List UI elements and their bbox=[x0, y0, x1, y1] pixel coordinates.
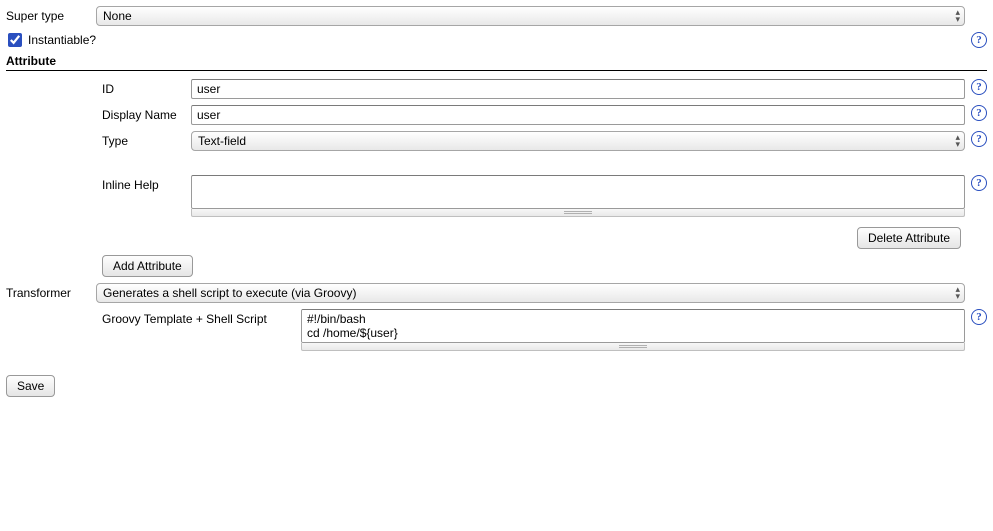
instantiable-label: Instantiable? bbox=[28, 33, 96, 47]
super-type-select[interactable]: None bbox=[96, 6, 965, 26]
attr-id-label: ID bbox=[6, 79, 191, 96]
instantiable-row: Instantiable? ? bbox=[6, 32, 987, 48]
instantiable-checkbox[interactable] bbox=[8, 33, 22, 47]
save-row: Save bbox=[6, 375, 987, 397]
save-button[interactable]: Save bbox=[6, 375, 55, 397]
attr-inlinehelp-row: Inline Help ? bbox=[6, 175, 987, 217]
transformer-select[interactable]: Generates a shell script to execute (via… bbox=[96, 283, 965, 303]
super-type-row: Super type None ▴▾ bbox=[6, 6, 987, 26]
attr-displayname-input[interactable] bbox=[191, 105, 965, 125]
attr-type-select-wrap: Text-field ▴▾ bbox=[191, 131, 965, 151]
super-type-label: Super type bbox=[6, 6, 96, 23]
attr-id-row: ID ? bbox=[6, 79, 987, 99]
add-attr-row: Add Attribute bbox=[6, 255, 987, 277]
help-icon[interactable]: ? bbox=[971, 309, 987, 325]
help-icon[interactable]: ? bbox=[971, 32, 987, 48]
script-textarea[interactable] bbox=[301, 309, 965, 343]
attr-type-select[interactable]: Text-field bbox=[191, 131, 965, 151]
help-icon[interactable]: ? bbox=[971, 79, 987, 95]
resize-handle[interactable] bbox=[301, 343, 965, 351]
script-label: Groovy Template + Shell Script bbox=[6, 309, 301, 326]
super-type-select-wrap: None ▴▾ bbox=[96, 6, 965, 26]
attr-displayname-label: Display Name bbox=[6, 105, 191, 122]
delete-attribute-button[interactable]: Delete Attribute bbox=[857, 227, 961, 249]
attr-type-label: Type bbox=[6, 131, 191, 148]
attr-type-row: Type Text-field ▴▾ ? bbox=[6, 131, 987, 151]
transformer-row: Transformer Generates a shell script to … bbox=[6, 283, 987, 303]
attribute-section-header: Attribute bbox=[6, 54, 987, 71]
add-attribute-button[interactable]: Add Attribute bbox=[102, 255, 193, 277]
attr-inlinehelp-textarea[interactable] bbox=[191, 175, 965, 209]
transformer-select-wrap: Generates a shell script to execute (via… bbox=[96, 283, 965, 303]
script-row: Groovy Template + Shell Script ? bbox=[6, 309, 987, 351]
attr-id-input[interactable] bbox=[191, 79, 965, 99]
help-icon[interactable]: ? bbox=[971, 105, 987, 121]
transformer-label: Transformer bbox=[6, 283, 96, 300]
resize-handle[interactable] bbox=[191, 209, 965, 217]
attr-displayname-row: Display Name ? bbox=[6, 105, 987, 125]
attr-inlinehelp-label: Inline Help bbox=[6, 175, 191, 192]
delete-attr-row: Delete Attribute bbox=[6, 227, 987, 249]
help-icon[interactable]: ? bbox=[971, 175, 987, 191]
help-icon[interactable]: ? bbox=[971, 131, 987, 147]
